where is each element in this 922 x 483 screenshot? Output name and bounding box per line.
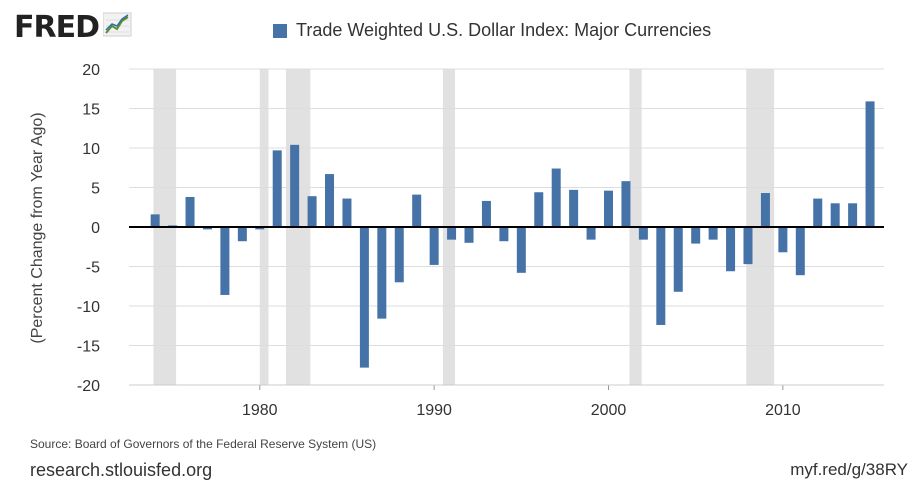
bar[interactable] bbox=[394, 227, 404, 283]
bar[interactable] bbox=[621, 181, 631, 227]
bar[interactable] bbox=[569, 189, 579, 227]
y-tick-label: 0 bbox=[91, 220, 100, 237]
y-tick-label: 15 bbox=[82, 102, 100, 119]
y-tick-label: 20 bbox=[82, 62, 100, 79]
x-tick-label: 2010 bbox=[765, 402, 801, 419]
legend-label: Trade Weighted U.S. Dollar Index: Major … bbox=[296, 20, 712, 40]
bar[interactable] bbox=[656, 227, 666, 325]
bar[interactable] bbox=[551, 168, 561, 227]
bar[interactable] bbox=[673, 227, 683, 292]
bar[interactable] bbox=[255, 227, 265, 230]
bar[interactable] bbox=[220, 227, 230, 295]
bar[interactable] bbox=[586, 227, 596, 240]
bar[interactable] bbox=[325, 174, 335, 227]
fred-logo[interactable]: FRED bbox=[14, 12, 133, 43]
bar[interactable] bbox=[848, 203, 858, 227]
bar[interactable] bbox=[342, 198, 352, 227]
bar[interactable] bbox=[237, 227, 247, 242]
axes bbox=[129, 226, 884, 386]
bar[interactable] bbox=[708, 227, 718, 240]
x-tick-label: 1990 bbox=[416, 402, 452, 419]
bar[interactable] bbox=[865, 101, 875, 227]
x-tick-label: 2000 bbox=[591, 402, 627, 419]
x-tick-label: 1980 bbox=[242, 402, 278, 419]
bar[interactable] bbox=[481, 200, 491, 227]
y-tick-label: 5 bbox=[91, 181, 100, 198]
short-link[interactable]: myf.red/g/38RY bbox=[790, 460, 908, 479]
bar[interactable] bbox=[272, 150, 282, 227]
bars bbox=[150, 101, 875, 368]
chart-legend[interactable]: Trade Weighted U.S. Dollar Index: Major … bbox=[273, 20, 711, 41]
bar[interactable] bbox=[150, 214, 160, 227]
bar[interactable] bbox=[464, 227, 474, 243]
y-axis-title: (Percent Change from Year Ago) bbox=[29, 112, 46, 343]
bar[interactable] bbox=[534, 192, 544, 227]
bar[interactable] bbox=[499, 227, 509, 242]
bar[interactable] bbox=[795, 227, 805, 276]
y-tick-label: 10 bbox=[82, 141, 100, 158]
bar[interactable] bbox=[429, 227, 439, 265]
bar[interactable] bbox=[290, 144, 300, 227]
bar[interactable] bbox=[307, 196, 317, 227]
site-link[interactable]: research.stlouisfed.org bbox=[30, 460, 213, 480]
y-tick-label: -5 bbox=[86, 260, 100, 277]
bar[interactable] bbox=[377, 227, 387, 319]
source-note: Source: Board of Governors of the Federa… bbox=[30, 437, 377, 451]
bar[interactable] bbox=[604, 190, 614, 227]
bar[interactable] bbox=[813, 198, 823, 227]
bar[interactable] bbox=[726, 227, 736, 272]
logo-text: FRED bbox=[14, 9, 100, 45]
bar[interactable] bbox=[778, 227, 788, 253]
bar[interactable] bbox=[516, 227, 526, 273]
y-tick-label: -20 bbox=[77, 378, 100, 395]
bar[interactable] bbox=[185, 196, 195, 227]
bar[interactable] bbox=[830, 203, 840, 227]
bar[interactable] bbox=[743, 227, 753, 265]
bar[interactable] bbox=[412, 194, 422, 227]
y-tick-label: -10 bbox=[77, 299, 100, 316]
y-tick-label: -15 bbox=[77, 339, 100, 356]
bar[interactable] bbox=[359, 227, 369, 368]
legend-swatch bbox=[273, 23, 287, 38]
bar[interactable] bbox=[760, 193, 770, 227]
bar[interactable] bbox=[691, 227, 701, 244]
bar[interactable] bbox=[202, 227, 212, 230]
tick-labels: 20 15 10 5 0 -5 -10 -15 -20 1980 1990 2000 2010 bbox=[77, 62, 801, 419]
bar[interactable] bbox=[447, 227, 457, 240]
trend-line-icon bbox=[102, 12, 133, 43]
bar[interactable] bbox=[638, 227, 648, 240]
